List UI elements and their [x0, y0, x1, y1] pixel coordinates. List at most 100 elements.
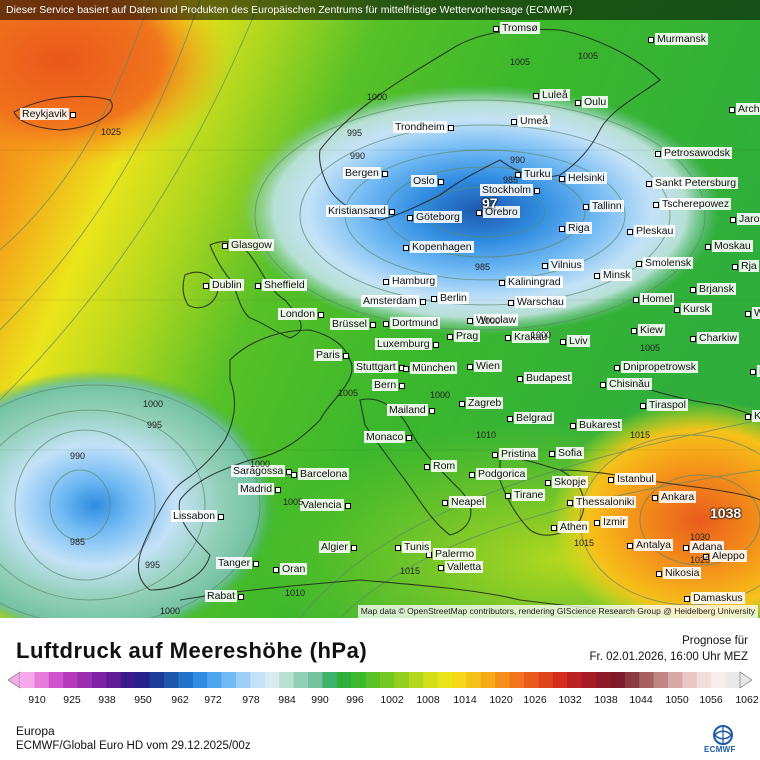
- isobar-label-i29: 1000: [430, 390, 451, 400]
- isobar-label-i22: 1030: [690, 532, 711, 542]
- scale-swatch: [34, 672, 50, 688]
- city-label-bergen: Bergen: [343, 167, 388, 179]
- city-label-budapest: Budapest: [516, 372, 573, 384]
- scale-swatch: [264, 672, 280, 688]
- scale-swatch: [207, 672, 222, 688]
- map-attribution[interactable]: Map data © OpenStreetMap contributors, r…: [357, 605, 758, 618]
- city-label-berlin: Berlin: [431, 292, 469, 304]
- scale-tick-label: 1008: [416, 694, 440, 706]
- scale-swatch: [178, 672, 194, 688]
- city-label-kristiansand: Kristiansand: [326, 205, 395, 217]
- city-label-valencia: Valencia: [300, 499, 350, 511]
- isobar-label-i11: 1005: [640, 343, 661, 353]
- scale-tick-label: 1032: [558, 694, 582, 706]
- scale-swatch: [408, 672, 424, 688]
- scale-tick-label: 990: [311, 694, 329, 706]
- city-label-monaco: Monaco: [364, 431, 413, 443]
- scale-tick-label: 1050: [665, 694, 689, 706]
- scale-swatch: [581, 672, 597, 688]
- scale-swatch: [696, 672, 712, 688]
- city-label-kiew: Kiew: [631, 324, 665, 336]
- scale-swatch: [322, 672, 338, 688]
- isobar-label-i15: 990: [70, 451, 86, 461]
- isobar-label-i4: 1025: [101, 127, 122, 137]
- pressure-color-scale: [8, 671, 752, 689]
- isobar-label-i10: 1000: [531, 330, 552, 340]
- scale-swatch: [106, 672, 122, 688]
- city-label-lviv: Lviv: [560, 335, 590, 347]
- scale-swatch: [552, 672, 568, 688]
- city-label-nikosia: Nikosia: [655, 567, 702, 579]
- scale-swatch: [135, 672, 150, 688]
- city-label-ankara: Ankara: [651, 491, 697, 503]
- city-label-wien: Wien: [467, 360, 502, 372]
- city-label-izmir: Izmir: [594, 516, 628, 528]
- isobar-label-i13: 1000: [143, 399, 164, 409]
- city-label-dortmund: Dortmund: [382, 317, 441, 329]
- isobar-label-i12: 1005: [338, 388, 359, 398]
- isobar-label-i9: 985: [475, 262, 491, 272]
- city-label-skopje: Skopje: [544, 476, 589, 488]
- city-label-orebro: Örebro: [476, 206, 520, 218]
- scale-tick-label: 925: [63, 694, 81, 706]
- city-label-krakau: Krakau: [504, 331, 550, 343]
- scale-swatch: [120, 672, 136, 688]
- city-label-vilnius: Vilnius: [542, 259, 584, 271]
- city-label-neapel: Neapel: [441, 496, 487, 508]
- city-label-aleppo: Aleppo: [703, 550, 747, 562]
- city-label-zagreb: Zagreb: [458, 397, 504, 409]
- isobar-label-i6: 990: [350, 151, 366, 161]
- scale-max-arrow: [739, 671, 752, 689]
- city-label-sanktpetersburg: Sankt Petersburg: [645, 177, 739, 189]
- isobar-label-i25: 1015: [574, 538, 595, 548]
- low-center-value: 97: [482, 195, 498, 211]
- city-label-barcelona: Barcelona: [290, 468, 350, 480]
- city-label-chisinau: Chisinău: [600, 378, 652, 390]
- scale-swatch: [610, 672, 626, 688]
- ecmwf-logo-icon[interactable]: [706, 724, 740, 756]
- city-label-smolensk: Smolensk: [635, 257, 694, 269]
- city-label-murmansk: Murmansk: [647, 33, 709, 45]
- scale-swatch: [48, 672, 64, 688]
- scale-tick-label: 1002: [380, 694, 404, 706]
- ecmwf-logo-text: ECMWF: [704, 745, 736, 754]
- forecast-time: Fr. 02.01.2026, 16:00 Uhr MEZ: [589, 651, 748, 663]
- model-run-label: ECMWF/Global Euro HD vom 29.12.2025/00z: [16, 740, 251, 752]
- isobar-label-i19: 1010: [476, 430, 497, 440]
- scale-swatch: [538, 672, 554, 688]
- scale-tick-label: 978: [242, 694, 260, 706]
- scale-tick-label: 1020: [489, 694, 513, 706]
- city-label-rom: Rom: [423, 460, 458, 472]
- city-label-trondheim: Trondheim: [393, 121, 454, 133]
- scale-swatch: [77, 672, 93, 688]
- scale-swatch: [725, 672, 741, 688]
- city-label-turku: Turku: [514, 168, 553, 180]
- city-label-stuttgart: Stuttgart: [354, 361, 405, 373]
- pressure-map: Dieser Service basiert auf Daten und Pro…: [0, 0, 760, 618]
- isobar-label-i24: 1010: [285, 588, 306, 598]
- city-label-tromso: Tromsø: [493, 22, 540, 34]
- isobar-label-i2: 1005: [578, 51, 599, 61]
- scale-swatch: [567, 672, 582, 688]
- city-label-bukarest: Bukarest: [569, 419, 623, 431]
- isobar-label-i21: 1015: [400, 566, 421, 576]
- isobar-label-i7: 990: [510, 155, 526, 165]
- scale-swatch: [423, 672, 438, 688]
- city-label-stockholm: Stockholm: [480, 184, 541, 196]
- city-label-charkiw: Charkiw: [690, 332, 739, 344]
- isobar-label-i20: 1015: [630, 430, 651, 440]
- isobar-label-i14: 995: [147, 420, 163, 430]
- city-label-tallinn: Tallinn: [583, 200, 624, 212]
- scale-swatch: [92, 672, 107, 688]
- city-label-madrid: Madrid: [238, 483, 282, 495]
- city-label-damaskus: Damaskus: [684, 592, 745, 604]
- scale-swatch: [668, 672, 683, 688]
- city-label-podgorica: Podgorica: [468, 468, 528, 480]
- city-label-tscherepowez: Tscherepowez: [652, 198, 732, 210]
- scale-swatch: [495, 672, 510, 688]
- isobar-label-i5: 995: [347, 128, 363, 138]
- scale-tick-label: 1062: [735, 694, 759, 706]
- city-label-umea: Umeå: [510, 115, 551, 127]
- isobar-label-i17: 995: [145, 560, 161, 570]
- scale-swatch: [509, 672, 525, 688]
